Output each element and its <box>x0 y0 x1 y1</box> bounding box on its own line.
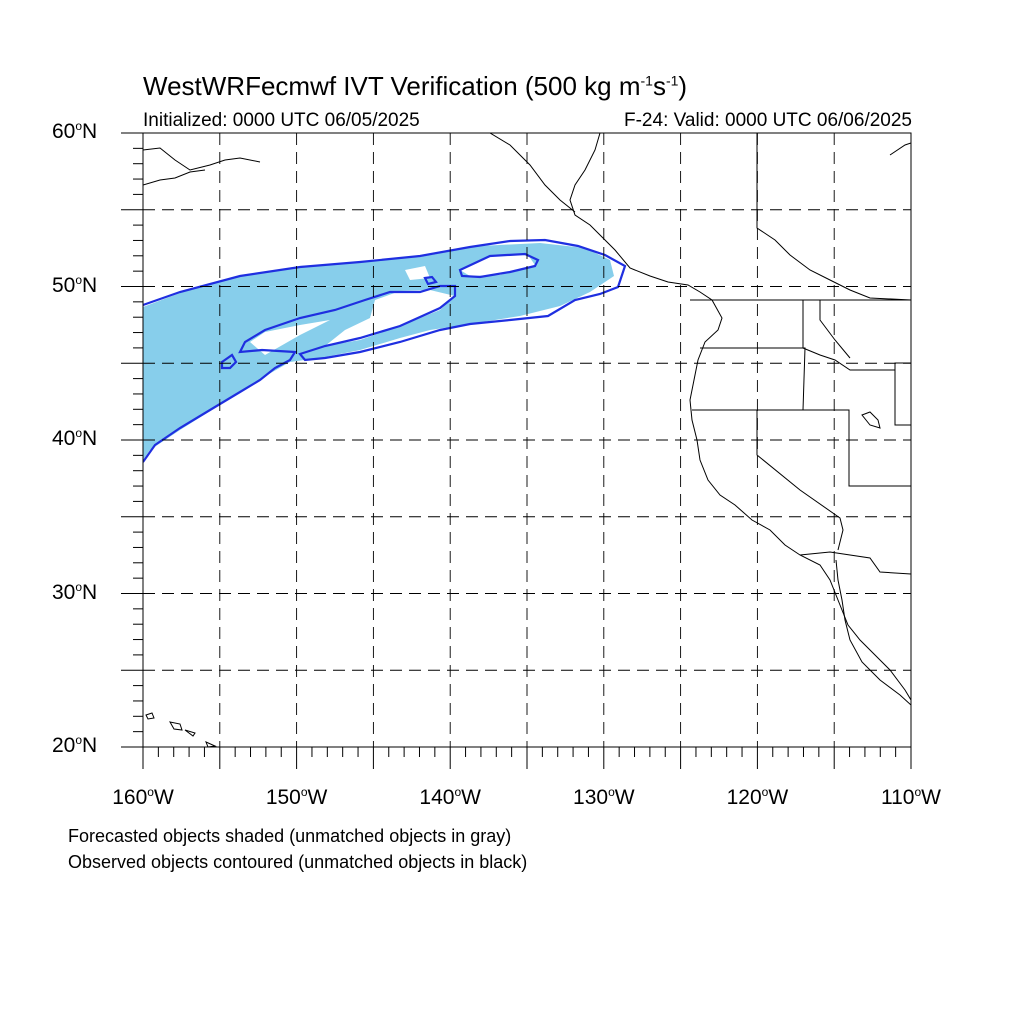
coastline <box>143 147 261 171</box>
coastline <box>205 741 217 747</box>
coastline <box>489 133 576 213</box>
lon-tick-label: 130oW <box>573 785 635 809</box>
border <box>799 551 911 575</box>
lon-tick-label: 110oW <box>881 785 941 809</box>
footer-note-observed: Observed objects contoured (unmatched ob… <box>68 852 528 872</box>
initialized-label: Initialized: 0000 UTC 06/05/2025 <box>143 110 420 131</box>
lon-tick-label: 160oW <box>112 785 174 809</box>
border <box>756 410 844 551</box>
border <box>819 300 851 359</box>
lon-tick-label: 140oW <box>419 785 481 809</box>
observed-object-contour <box>220 353 238 370</box>
forecast-object-shading <box>143 243 614 460</box>
coastline <box>143 169 206 186</box>
lat-tick-label: 30oN <box>52 579 98 604</box>
border <box>803 409 911 487</box>
forecast-object-hole <box>325 290 455 346</box>
coastline <box>889 142 911 156</box>
forecast-object-hole <box>460 255 535 276</box>
lon-tick-label: 120oW <box>726 785 789 809</box>
forecast-object-hole <box>250 320 330 355</box>
coastline <box>861 411 881 429</box>
plot-title: WestWRFecmwf IVT Verification (500 kg m-… <box>143 71 688 101</box>
lat-tick-label: 50oN <box>52 272 98 297</box>
valid-time-label: F-24: Valid: 0000 UTC 06/06/2025 <box>624 110 912 131</box>
observed-object-contour <box>143 238 627 463</box>
axis-ticks <box>121 132 912 769</box>
gridlines <box>143 133 911 747</box>
coastline <box>184 729 196 737</box>
coastline <box>835 559 911 706</box>
lon-tick-label: 150oW <box>265 785 328 809</box>
lat-tick-label: 60oN <box>52 119 98 143</box>
border <box>756 133 911 301</box>
coastline <box>169 721 183 731</box>
lat-tick-label: 20oN <box>52 733 98 757</box>
border <box>692 347 806 411</box>
observed-object-contour <box>423 275 438 286</box>
lat-tick-label: 40oN <box>52 426 98 450</box>
footer-note-forecast: Forecasted objects shaded (unmatched obj… <box>68 826 512 846</box>
border <box>894 363 911 426</box>
forecast-object-hole <box>405 266 430 280</box>
observed-object-contour <box>458 252 540 279</box>
border <box>802 300 911 371</box>
coastline <box>569 133 911 701</box>
coastline <box>145 712 155 720</box>
